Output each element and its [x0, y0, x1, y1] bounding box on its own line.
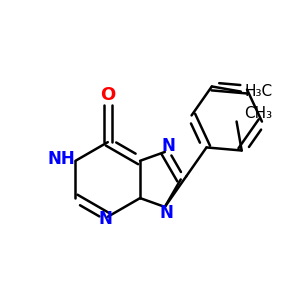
Text: N: N: [162, 137, 176, 155]
Text: NH: NH: [48, 150, 76, 168]
Text: N: N: [160, 204, 174, 222]
Text: H₃C: H₃C: [245, 84, 273, 99]
Text: N: N: [99, 210, 113, 228]
Text: CH₃: CH₃: [244, 106, 273, 121]
Text: O: O: [100, 86, 116, 104]
